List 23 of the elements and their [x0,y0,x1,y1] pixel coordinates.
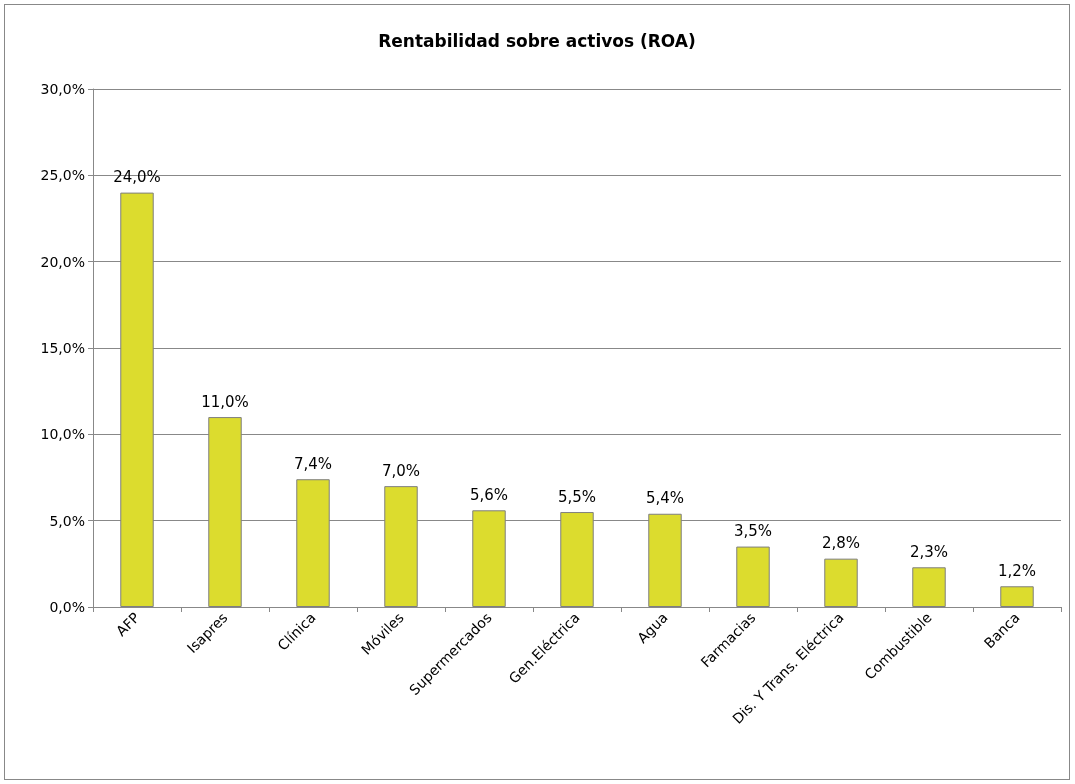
y-tick-label: 15,0% [40,340,85,356]
bar [1000,586,1034,607]
data-label: 11,0% [201,392,249,411]
y-tick-label: 25,0% [40,167,85,184]
data-label: 7,0% [381,461,421,480]
bar [912,567,946,607]
y-tick-label: 0,0% [49,599,85,615]
data-label: 24,0% [113,168,161,187]
chart-title: Rentabilidad sobre activos (ROA) [378,30,696,51]
y-tick-label: 10,0% [40,426,85,443]
data-label: 3,5% [733,522,773,541]
bar [824,558,858,607]
data-label: 5,6% [469,485,509,504]
y-tick-label: 20,0% [40,253,85,270]
y-tick-label: 5,0% [49,512,85,529]
data-label: 5,5% [557,487,597,506]
y-tick-label: 30,0% [40,81,85,97]
data-label: 2,8% [821,534,861,553]
bar [736,546,770,607]
data-label: 7,4% [293,454,333,473]
data-label: 1,2% [997,561,1037,580]
data-label: 5,4% [645,489,685,508]
data-label: 2,3% [909,542,949,561]
